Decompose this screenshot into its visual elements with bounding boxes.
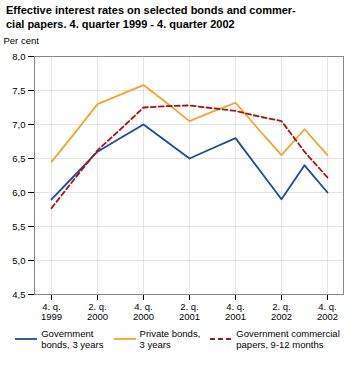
html-text:Government commercial papers,: Government commercial papers, 9-12 month… bbox=[236, 327, 340, 350]
svg-text:4. q.2000: 4. q.2000 bbox=[133, 301, 154, 322]
svg-text:4. q.2002: 4. q.2002 bbox=[317, 301, 338, 322]
svg-text:4. q.1999: 4. q.1999 bbox=[41, 301, 62, 322]
html-text:Private bonds, 3 years: Private bonds, 3 years bbox=[139, 327, 201, 350]
html-text:Effective interest rates on se: Effective interest rates on selected bon… bbox=[6, 4, 296, 30]
svg-text:7,5: 7,5 bbox=[12, 84, 25, 95]
svg-text:2. q.2001: 2. q.2001 bbox=[179, 301, 200, 322]
svg-text:4. q.2001: 4. q.2001 bbox=[225, 301, 246, 322]
svg-text:2. q.2000: 2. q.2000 bbox=[87, 301, 108, 322]
svg-text:6,5: 6,5 bbox=[12, 152, 25, 163]
svg-text:Per cent: Per cent bbox=[4, 35, 40, 46]
svg-text:5,5: 5,5 bbox=[12, 220, 25, 231]
svg-text:7,0: 7,0 bbox=[12, 118, 25, 129]
html-text:Government bonds, 3 years: Government bonds, 3 years bbox=[41, 327, 104, 350]
svg-text:5,0: 5,0 bbox=[12, 254, 25, 265]
svg-text:4,5: 4,5 bbox=[12, 288, 25, 299]
svg-text:8,0: 8,0 bbox=[12, 50, 25, 61]
svg-text:6,0: 6,0 bbox=[12, 186, 25, 197]
svg-text:2. q.2002: 2. q.2002 bbox=[271, 301, 292, 322]
